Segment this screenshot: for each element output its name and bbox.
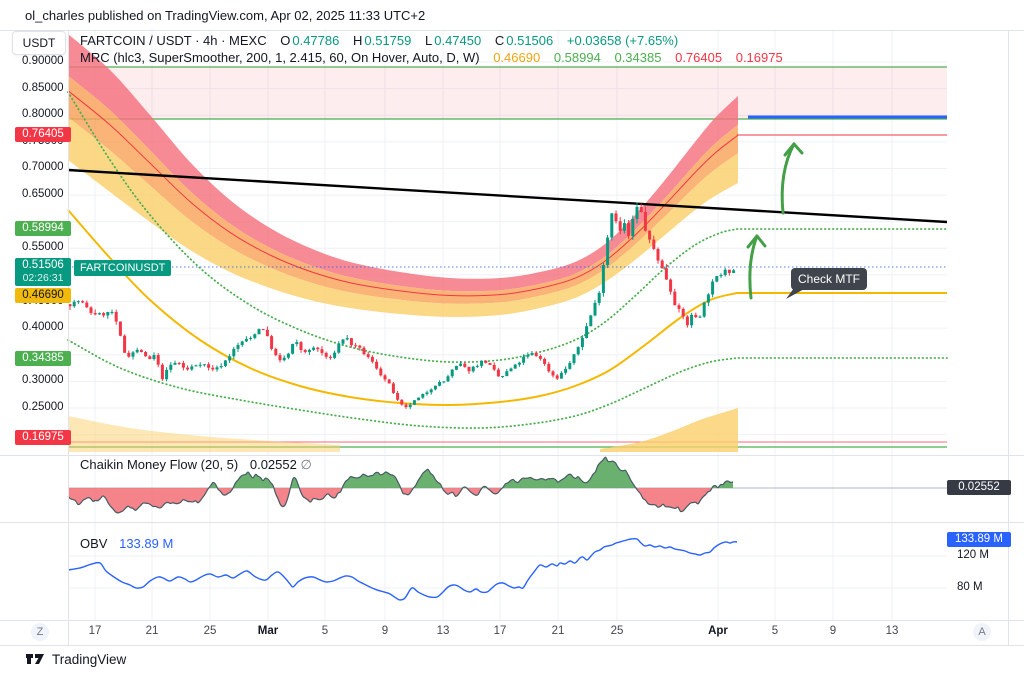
obv-scale-label: 120 M [957, 549, 989, 561]
cmf-negative-area [68, 488, 733, 513]
cmf-line [67, 456, 734, 514]
cmf-pane-title[interactable]: Chaikin Money Flow (20, 5) 0.02552 ∅ [80, 457, 312, 473]
time-axis-label: Apr [708, 625, 728, 637]
price-level-badge: 0.51506 02:26:31 [15, 257, 71, 286]
ohlc-open-value: 0.47786 [292, 33, 340, 48]
mrc-upper2-line [67, 90, 947, 297]
obv-scale-label: 80 M [957, 581, 983, 593]
time-axis-label: 17 [88, 625, 102, 637]
price-axis-label: 0.25000 [22, 400, 64, 413]
time-axis-label: 9 [829, 625, 837, 637]
mrc-lower2-value: 0.16975 [735, 50, 783, 65]
descending-trendline [67, 168, 948, 224]
pane-separator [0, 30, 1024, 31]
price-axis-label: 0.90000 [22, 55, 64, 67]
cmf-value-badge: 0.02552 [947, 480, 1011, 495]
published-line: ol_charles published on TradingView.com,… [25, 8, 426, 23]
obv-line [67, 537, 738, 601]
mrc-upper-band [68, 34, 738, 318]
scale-divider [1008, 30, 1009, 645]
mrc-mean-value: 0.46690 [493, 50, 541, 65]
tradingview-branding[interactable]: TradingView [25, 651, 126, 667]
time-axis-label: 13 [436, 625, 450, 637]
supply-zone [68, 67, 947, 119]
legend-symbol-row[interactable]: FARTCOIN / USDT · 4h · MEXC O 0.47786 H 0.… [80, 33, 680, 48]
price-level-badge: 0.16975 [15, 429, 71, 445]
tradingview-logo-icon [26, 654, 44, 664]
scroll-right-hint[interactable]: A [973, 623, 991, 641]
pane-separator [0, 522, 1024, 523]
time-axis-label: 25 [203, 625, 217, 637]
legend-symbol: FARTCOIN / USDT · 4h · MEXC [80, 33, 267, 48]
currency-toggle-button[interactable]: USDT [12, 31, 66, 55]
legend-indicator-row[interactable]: MRC (hlc3, SuperSmoother, 200, 1, 2.415,… [80, 50, 785, 65]
time-axis-label: 5 [321, 625, 329, 637]
obv-value-badge: 133.89 M [947, 532, 1011, 547]
check-mtf-pointer [786, 288, 806, 299]
time-axis-label: 5 [771, 625, 779, 637]
mrc-lower-band-right [600, 408, 738, 452]
mrc-lower1-line [67, 339, 948, 429]
scroll-left-hint[interactable]: Z [31, 623, 49, 641]
candlesticks [68, 202, 736, 410]
pane-separator [0, 455, 1024, 456]
price-level-badge: 0.46690 [15, 287, 71, 303]
countdown-timer: 02:26:31 [22, 271, 64, 284]
mrc-upper1-line [67, 91, 948, 364]
pane-separator [0, 645, 1024, 646]
price-level-badge: 0.34385 [15, 350, 71, 366]
price-axis-label: 0.30000 [22, 374, 64, 387]
price-line-symbol-label[interactable]: FARTCOINUSDT [74, 260, 172, 276]
time-axis-label: 25 [610, 625, 624, 637]
obv-title: OBV [80, 536, 108, 551]
obv-pane-title[interactable]: OBV 133.89 M [80, 536, 173, 551]
price-axis-label: 0.55000 [22, 241, 64, 254]
mrc-mean-line [67, 209, 947, 407]
cmf-average-icon: ∅ [300, 457, 312, 472]
obv-value: 133.89 M [119, 536, 174, 551]
time-axis-label: 21 [145, 625, 159, 637]
cmf-value: 0.02552 [249, 457, 297, 472]
scale-divider [68, 30, 69, 645]
mrc-lower-band-left [68, 416, 340, 452]
price-axis-label: 0.85000 [22, 81, 64, 94]
price-axis-label: 0.70000 [22, 161, 64, 174]
pane-separator [0, 620, 1024, 621]
price-level-badge: 0.58994 [15, 220, 71, 236]
time-axis-label: Mar [257, 625, 279, 637]
mrc-upper1-value: 0.58994 [553, 50, 601, 65]
up-arrow-drawing[interactable] [780, 142, 804, 215]
ohlc-low-value: 0.47450 [434, 33, 482, 48]
ohlc-high-value: 0.51759 [364, 33, 412, 48]
price-axis-label: 0.40000 [22, 321, 64, 334]
check-mtf-annotation[interactable]: Check MTF [791, 268, 867, 290]
mrc-upper2-value: 0.76405 [675, 50, 723, 65]
time-axis-label: 9 [381, 625, 389, 637]
time-axis-label: 21 [551, 625, 565, 637]
price-axis-label: 0.65000 [22, 188, 64, 201]
ohlc-close-value: 0.51506 [506, 33, 554, 48]
ohlc-high-label: H [352, 33, 363, 48]
time-axis-label: 13 [885, 625, 899, 637]
ohlc-open-label: O [280, 33, 291, 48]
ohlc-low-label: L [425, 33, 433, 48]
cmf-title: Chaikin Money Flow (20, 5) [80, 457, 239, 472]
price-level-badge: 0.76405 [15, 126, 71, 142]
mrc-indicator-name: MRC (hlc3, SuperSmoother, 200, 1, 2.415,… [80, 50, 480, 65]
time-axis-label: 17 [493, 625, 507, 637]
cmf-positive-area [68, 457, 733, 488]
brand-name: TradingView [52, 651, 127, 667]
mrc-lower1-value: 0.34385 [614, 50, 662, 65]
ohlc-change: +0.03658 (+7.65%) [566, 33, 679, 48]
price-axis-label: 0.80000 [22, 108, 64, 121]
ohlc-close-label: C [494, 33, 505, 48]
up-arrow-drawing[interactable] [746, 234, 767, 300]
